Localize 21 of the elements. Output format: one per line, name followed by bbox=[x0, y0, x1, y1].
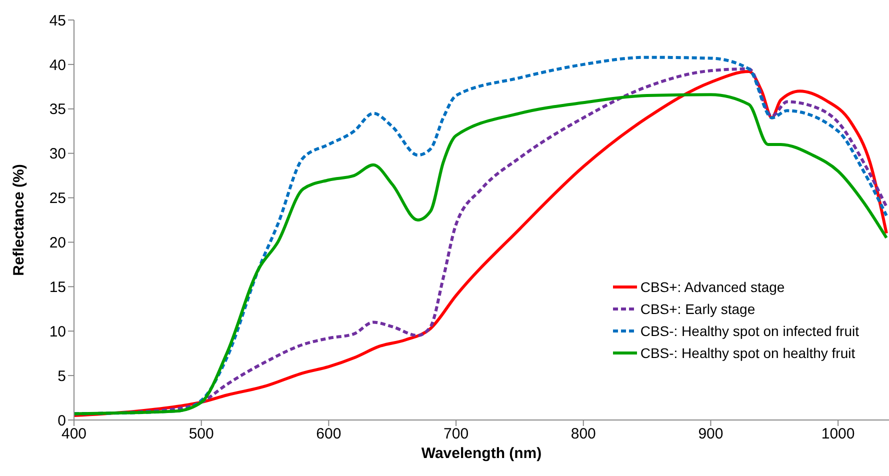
y-tick-label: 25 bbox=[49, 190, 66, 208]
y-tick-label: 20 bbox=[49, 234, 66, 252]
y-axis-title: Reflectance (%) bbox=[10, 164, 28, 276]
y-tick-label: 5 bbox=[58, 368, 66, 385]
x-tick-label: 1000 bbox=[821, 426, 855, 443]
y-tick-label: 45 bbox=[49, 12, 66, 30]
y-tick-label: 30 bbox=[49, 146, 66, 163]
x-tick-label: 800 bbox=[570, 426, 596, 443]
x-tick-label: 900 bbox=[698, 426, 724, 443]
x-tick-label: 500 bbox=[188, 426, 214, 443]
legend-label: CBS+: Advanced stage bbox=[640, 279, 785, 295]
legend-label: CBS-: Healthy spot on healthy fruit bbox=[640, 345, 856, 361]
y-tick-label: 15 bbox=[49, 278, 66, 296]
y-tick-label: 40 bbox=[49, 56, 66, 74]
y-tick-label: 35 bbox=[49, 101, 66, 118]
x-tick-label: 600 bbox=[316, 426, 342, 443]
x-axis-title: Wavelength (nm) bbox=[421, 445, 542, 462]
legend-label: CBS+: Early stage bbox=[640, 301, 756, 317]
legend-label: CBS-: Healthy spot on infected fruit bbox=[640, 323, 859, 339]
x-tick-label: 700 bbox=[444, 426, 469, 443]
y-tick-label: 10 bbox=[49, 323, 66, 340]
